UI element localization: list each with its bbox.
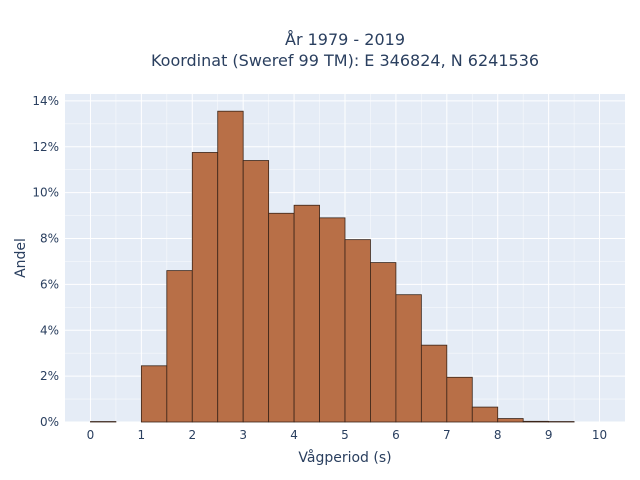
x-tick-labels: 0 1 2 3 4 5 6 7 8 9 10: [87, 428, 608, 442]
x-tick-label: 3: [239, 428, 247, 442]
y-tick-label: 10%: [32, 186, 59, 200]
x-tick-label: 7: [443, 428, 451, 442]
y-tick-label: 4%: [40, 323, 59, 337]
y-tick-label: 0%: [40, 415, 59, 429]
histogram-bar: [395, 294, 422, 423]
x-tick-label: 4: [290, 428, 298, 442]
y-tick-labels: 0% 2% 4% 6% 8% 10% 12% 14%: [32, 94, 59, 429]
y-tick-label: 2%: [40, 369, 59, 383]
histogram-bar: [319, 217, 346, 423]
chart-title-line-1: År 1979 - 2019: [285, 30, 405, 49]
bars: [90, 110, 575, 423]
histogram-bar: [140, 365, 168, 423]
histogram-bar: [166, 270, 193, 423]
histogram-bar: [420, 344, 448, 423]
histogram-bar: [370, 262, 397, 423]
histogram-bar: [293, 204, 320, 423]
x-tick-label: 0: [87, 428, 95, 442]
y-tick-label: 8%: [40, 232, 59, 246]
histogram-bar: [191, 152, 219, 423]
x-tick-label: 6: [392, 428, 400, 442]
histogram-bar: [497, 418, 524, 423]
x-tick-label: 10: [592, 428, 607, 442]
y-axis-label: Andel: [13, 238, 29, 278]
x-tick-label: 9: [545, 428, 553, 442]
x-tick-label: 8: [494, 428, 502, 442]
y-tick-label: 12%: [32, 140, 59, 154]
x-tick-label: 1: [138, 428, 146, 442]
x-tick-label: 2: [188, 428, 196, 442]
histogram-bar: [344, 239, 371, 423]
histogram-bar: [242, 160, 270, 423]
histogram-bar: [217, 110, 244, 423]
y-tick-label: 6%: [40, 277, 59, 291]
x-tick-label: 5: [341, 428, 349, 442]
histogram-bar: [522, 420, 550, 423]
x-axis-label: Vågperiod (s): [298, 449, 391, 466]
histogram-bar: [446, 376, 473, 423]
histogram-bar: [471, 406, 499, 423]
histogram-bar: [268, 212, 295, 423]
y-tick-label: 14%: [32, 94, 59, 108]
chart-title-line-2: Koordinat (Sweref 99 TM): E 346824, N 62…: [151, 51, 539, 70]
